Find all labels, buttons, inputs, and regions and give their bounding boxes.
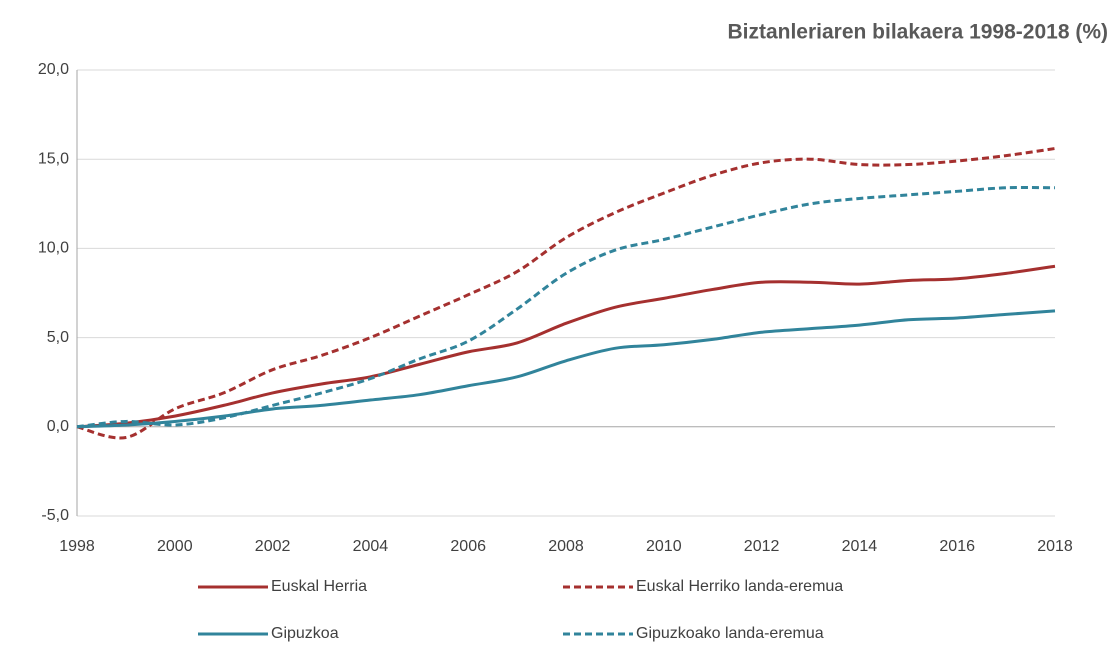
y-tick-label: 5,0 — [47, 329, 69, 346]
x-tick-label: 2004 — [353, 538, 389, 555]
legend-label: Gipuzkoako landa-eremua — [636, 625, 824, 642]
x-tick-label: 2006 — [450, 538, 486, 555]
x-tick-label: 2016 — [939, 538, 975, 555]
y-tick-label: 20,0 — [38, 61, 69, 78]
legend-label: Euskal Herria — [271, 578, 367, 595]
y-tick-label: 15,0 — [38, 150, 69, 167]
legend-label: Euskal Herriko landa-eremua — [636, 578, 843, 595]
series-line — [76, 147, 1056, 440]
chart-title: Biztanleriaren bilakaera 1998-2018 (%) — [727, 21, 1108, 44]
series-line — [76, 264, 1056, 429]
series-line — [76, 185, 1056, 429]
x-tick-label: 2008 — [548, 538, 584, 555]
x-tick-label: 2000 — [157, 538, 193, 555]
y-tick-label: -5,0 — [41, 507, 69, 524]
x-tick-label: 2002 — [255, 538, 291, 555]
y-tick-label: 10,0 — [38, 240, 69, 257]
x-tick-label: 2012 — [744, 538, 780, 555]
x-tick-label: 2018 — [1037, 538, 1073, 555]
x-tick-label: 2010 — [646, 538, 682, 555]
x-tick-label: 2014 — [842, 538, 878, 555]
legend-label: Gipuzkoa — [271, 625, 339, 642]
x-tick-label: 1998 — [59, 538, 95, 555]
y-tick-label: 0,0 — [47, 418, 69, 435]
series-line — [76, 309, 1056, 429]
